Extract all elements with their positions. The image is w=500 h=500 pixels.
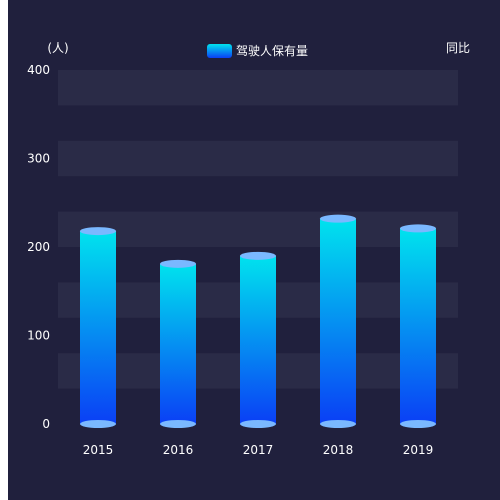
bar: [240, 255, 276, 424]
y-tick-label: 300: [27, 152, 50, 166]
x-axis-ticks: 2015 2016 2017 2018 2019: [83, 443, 434, 457]
grid-band: [58, 70, 458, 106]
y-tick-label: 100: [27, 329, 50, 343]
x-tick-label: 2016: [163, 443, 194, 457]
y-tick-label: 0: [42, 417, 50, 431]
y-axis-label: (人): [47, 41, 68, 55]
x-tick-label: 2017: [243, 443, 274, 457]
bar-base-cap: [320, 420, 356, 428]
y-tick-label: 200: [27, 240, 50, 254]
bar-top-cap: [320, 214, 356, 223]
bar: [320, 218, 356, 424]
x-tick-label: 2019: [403, 443, 434, 457]
x-tick-label: 2015: [83, 443, 114, 457]
legend-swatch: [207, 44, 232, 58]
y-tick-label: 400: [27, 63, 50, 77]
bar-base-cap: [400, 420, 436, 428]
bar-base-cap: [240, 420, 276, 428]
bar-base-cap: [80, 420, 116, 428]
y-axis-ticks: 0 100 200 300 400: [27, 63, 50, 431]
bar: [80, 231, 116, 424]
bar-top-cap: [160, 259, 196, 268]
grid-band: [58, 211, 458, 247]
bar-top-cap: [240, 251, 276, 260]
legend[interactable]: 驾驶人保有量: [207, 43, 308, 58]
secondary-axis-label: 同比: [446, 41, 470, 55]
bars: [80, 214, 436, 428]
bar-top-cap: [400, 224, 436, 233]
bar: [160, 263, 196, 424]
grid-band: [58, 140, 458, 177]
x-tick-label: 2018: [323, 443, 354, 457]
bar-top-cap: [80, 227, 116, 236]
legend-label: 驾驶人保有量: [236, 43, 308, 58]
bar: [400, 228, 436, 424]
bar-base-cap: [160, 420, 196, 428]
